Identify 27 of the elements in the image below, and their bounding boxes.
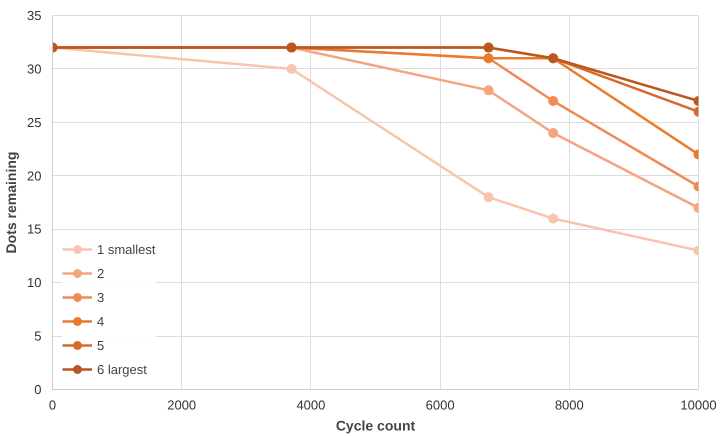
y-tick-label: 5 <box>34 328 42 344</box>
legend-label: 3 <box>97 290 106 304</box>
y-tick-label: 0 <box>34 382 42 397</box>
x-axis-title: Cycle count <box>336 418 416 434</box>
y-axis-title: Dots remaining <box>3 152 20 254</box>
y-tick-label: 10 <box>27 275 42 290</box>
y-tick-label: 35 <box>27 8 42 23</box>
x-tick-label: 2000 <box>167 398 196 412</box>
y-tick-label: 30 <box>27 61 42 76</box>
legend-label: 5 <box>97 338 106 352</box>
x-tick-label: 10000 <box>680 398 717 412</box>
x-tick-label: 8000 <box>554 398 584 412</box>
point <box>548 214 558 224</box>
x-tick-label: 4000 <box>296 398 326 412</box>
point <box>484 85 494 96</box>
point <box>286 64 297 74</box>
point <box>548 128 558 138</box>
point <box>484 192 494 202</box>
legend-label: 4 <box>97 314 106 328</box>
x-tick-label: 0 <box>48 398 56 412</box>
y-tick-label: 15 <box>27 222 42 237</box>
legend-label: 1 smallest <box>97 242 156 256</box>
y-tick-label: 20 <box>27 168 42 184</box>
y-tick-label: 25 <box>27 114 42 130</box>
x-tick-label: 6000 <box>426 398 455 412</box>
legend-label: 6 largest <box>97 362 147 376</box>
legend-label: 2 <box>97 266 106 280</box>
